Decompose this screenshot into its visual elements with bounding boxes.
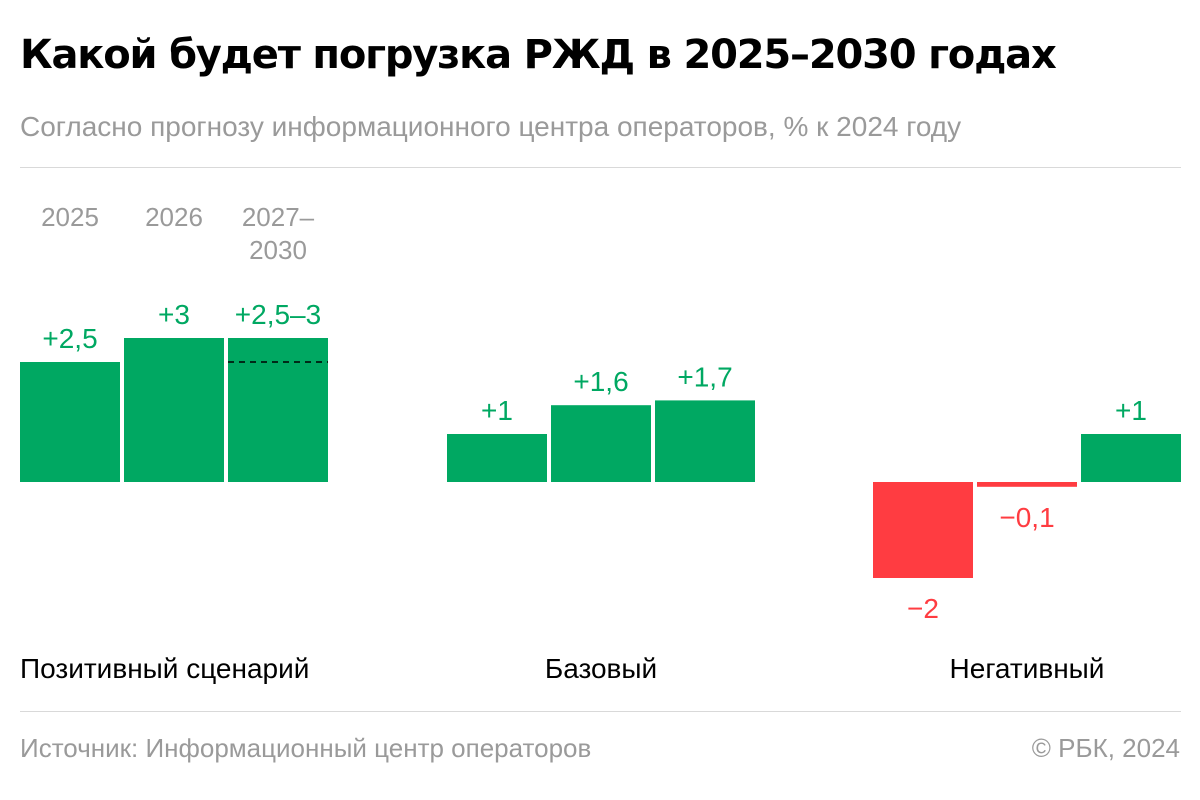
scenario-label: Негативный	[950, 653, 1105, 684]
source-note: Источник: Информационный центр операторо…	[20, 733, 592, 763]
category-label: 2026	[145, 202, 203, 232]
scenario-label: Базовый	[545, 653, 657, 684]
page-title: Какой будет погрузка РЖД в 2025–2030 год…	[20, 32, 1057, 78]
page-subtitle: Согласно прогнозу информационного центра…	[20, 111, 962, 142]
bar-chart: 2025 2026 2027–2030 +2,5 +3 +2,5–3 Позитивный …	[20, 202, 1181, 684]
data-label: +1,6	[573, 366, 628, 397]
copyright: © РБК, 2024	[1031, 733, 1180, 763]
bar	[124, 338, 224, 482]
category-label: 2025	[41, 202, 99, 232]
bar	[977, 482, 1077, 487]
top-divider	[20, 167, 1181, 168]
bar	[551, 405, 651, 482]
data-label: −0,1	[999, 502, 1054, 533]
data-label: −2	[907, 593, 939, 624]
bar	[447, 434, 547, 482]
data-label: +1	[481, 395, 513, 426]
scenario-label: Позитивный сценарий	[20, 653, 309, 684]
bar	[655, 400, 755, 482]
data-label: +2,5–3	[235, 299, 321, 330]
bar	[1081, 434, 1181, 482]
bar	[228, 338, 328, 482]
category-label: 2027–	[242, 202, 315, 232]
category-label: 2030	[249, 235, 307, 265]
data-label: +3	[158, 299, 190, 330]
data-label: +2,5	[42, 323, 97, 354]
bottom-divider	[20, 711, 1181, 712]
data-label: +1	[1115, 395, 1147, 426]
bar	[873, 482, 973, 578]
bar	[20, 362, 120, 482]
data-label: +1,7	[677, 361, 732, 392]
